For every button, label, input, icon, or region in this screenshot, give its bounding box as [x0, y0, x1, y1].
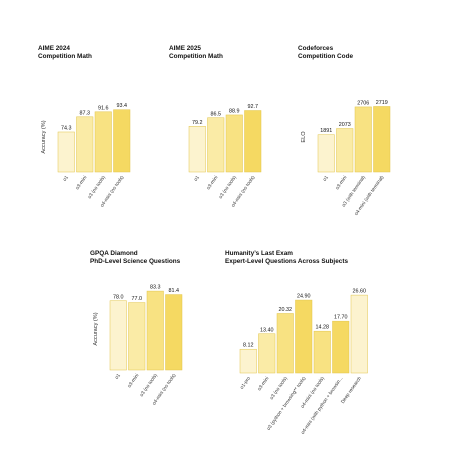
chart-title: GPQA Diamond — [90, 250, 138, 257]
y-axis-label: Accuracy (%) — [93, 312, 99, 345]
bar — [313, 330, 331, 374]
x-tick-label: o1 — [62, 174, 70, 182]
chart-title: Codeforces — [298, 45, 334, 52]
bar-value-label: 74.3 — [61, 125, 72, 131]
chart-aime-2025: AIME 2025 Competition Math 79.2 o1 86.5 o3-… — [169, 45, 289, 235]
bar — [57, 131, 75, 173]
x-tick-label: o3 (no tools) — [139, 372, 159, 398]
bar — [350, 294, 368, 374]
bar — [373, 106, 391, 173]
chart-plot: Accuracy (%) 78.0 o1 77.0 o3-mini 83.3 o3 (no … — [93, 285, 183, 407]
bar-value-label: 79.2 — [192, 120, 203, 126]
x-tick-label: o3-mini — [256, 376, 270, 392]
chart-subtitle: PhD-Level Science Questions — [90, 257, 181, 265]
bar-value-label: 88.9 — [229, 108, 240, 114]
bar — [354, 106, 372, 173]
bar — [239, 348, 257, 374]
chart-subtitle: Competition Code — [298, 52, 354, 60]
bar — [276, 313, 294, 374]
x-tick-label: o3-mini — [74, 175, 88, 191]
bar — [317, 134, 335, 173]
bar — [165, 294, 183, 371]
bar-value-label: 13.40 — [260, 327, 274, 333]
x-tick-label: o3-mini — [205, 175, 219, 191]
y-axis-label: Accuracy (%) — [41, 120, 47, 153]
bar-value-label: 86.5 — [211, 111, 222, 117]
bar-value-label: 83.3 — [150, 285, 161, 291]
chart-plot: Accuracy (%) 74.3 o1 87.3 o3-mini 91.6 o3 (no … — [41, 103, 131, 209]
bar-value-label: 2706 — [357, 100, 369, 106]
x-tick-label: o3 (no tools) — [218, 174, 238, 200]
bar-value-label: 2719 — [376, 100, 388, 106]
bar-value-label: 8.12 — [243, 343, 254, 349]
chart-subtitle: Competition Math — [169, 52, 223, 60]
bar — [94, 111, 112, 173]
chart-title: Humanity’s Last Exam — [225, 250, 293, 257]
chart-title: AIME 2024 — [38, 45, 70, 52]
bar — [76, 116, 94, 173]
bar — [113, 109, 131, 173]
chart-codeforces: Codeforces Competition Code ELO 1891 o1 207… — [298, 45, 418, 235]
bar — [109, 300, 127, 371]
x-tick-label: o3 (no tools) — [269, 375, 289, 401]
bar-value-label: 1891 — [320, 128, 332, 134]
bar-value-label: 26.60 — [353, 289, 367, 295]
bar — [188, 126, 206, 173]
chart-subtitle: Competition Math — [38, 52, 92, 60]
bar-value-label: 81.4 — [169, 288, 180, 294]
bar — [332, 320, 350, 374]
bar — [295, 299, 313, 374]
bar-value-label: 17.70 — [334, 315, 348, 321]
bar-value-label: 93.4 — [117, 103, 128, 109]
bar-value-label: 91.6 — [98, 105, 109, 111]
x-tick-label: o3 (python + browsing** tools) — [266, 375, 308, 431]
bar-value-label: 24.90 — [297, 294, 311, 300]
x-tick-label: o1-pro — [239, 375, 252, 390]
chart-gpqa-diamond: GPQA Diamond PhD-Level Science Questions… — [90, 250, 210, 440]
x-tick-label: o1 — [193, 174, 201, 182]
bar-value-label: 20.32 — [279, 307, 293, 313]
chart-title: AIME 2025 — [169, 45, 201, 52]
x-tick-label: o3-mini — [334, 175, 348, 191]
bar — [258, 333, 276, 374]
x-tick-label: o3 (no tools) — [87, 174, 107, 200]
bar-value-label: 87.3 — [80, 110, 91, 116]
bar — [225, 114, 243, 173]
bar-value-label: 77.0 — [132, 296, 143, 302]
y-axis-label: ELO — [301, 131, 307, 143]
bar-value-label: 78.0 — [113, 294, 124, 300]
chart-aime-2024: AIME 2024 Competition Math Accuracy (%) 7… — [38, 45, 158, 235]
x-tick-label: o1 — [322, 174, 330, 182]
bar — [336, 128, 354, 173]
chart-humanitys-last-exam: Humanity’s Last Exam Expert-Level Questi… — [225, 250, 405, 450]
bar — [146, 290, 164, 371]
x-tick-label: o1 — [114, 372, 122, 380]
bar — [244, 110, 262, 173]
bar-value-label: 14.28 — [316, 325, 330, 331]
bar — [207, 117, 225, 173]
x-tick-label: o3-mini — [126, 373, 140, 389]
bar-value-label: 92.7 — [248, 104, 259, 110]
chart-subtitle: Expert-Level Questions Across Subjects — [225, 257, 349, 265]
bar — [128, 302, 146, 371]
bar-value-label: 2073 — [339, 122, 351, 128]
chart-plot: 8.12 o1-pro 13.40 o3-mini 20.32 o3 (no tools)… — [239, 289, 368, 436]
